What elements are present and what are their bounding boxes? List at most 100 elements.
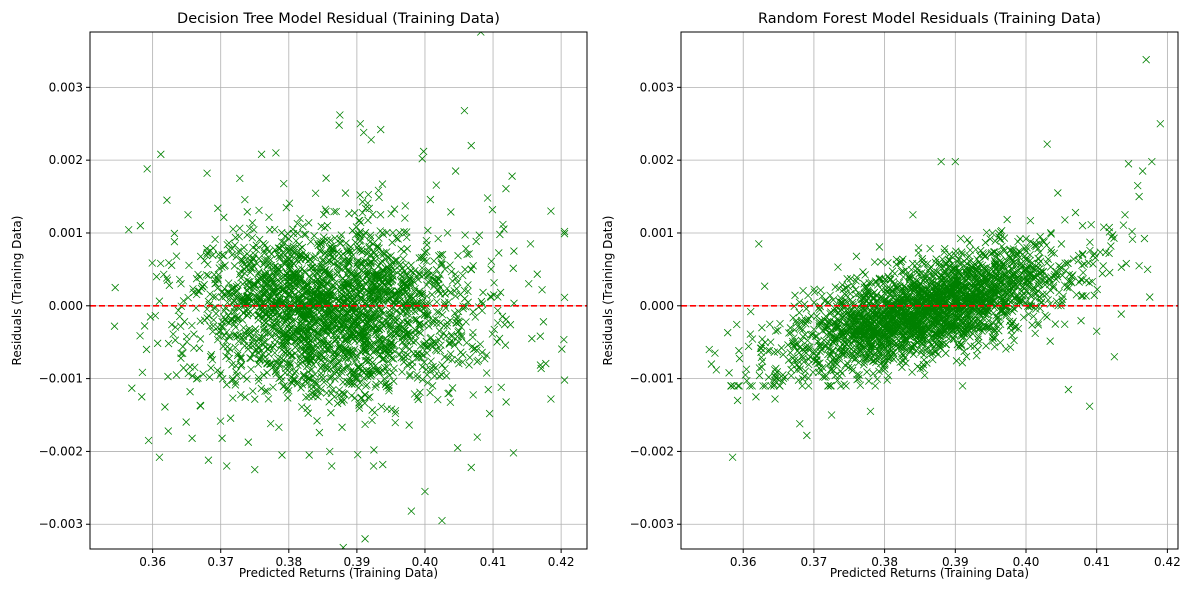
data-point (454, 307, 463, 316)
data-point (343, 378, 351, 386)
data-point (1000, 298, 1009, 307)
data-point (926, 244, 934, 253)
data-point (271, 367, 280, 376)
data-point (473, 357, 481, 366)
data-point (448, 355, 456, 364)
data-point (368, 416, 376, 425)
data-point (847, 363, 856, 372)
data-point (332, 207, 341, 216)
data-point (405, 372, 414, 380)
data-point (387, 265, 396, 274)
data-point (332, 350, 340, 359)
data-point (996, 338, 1005, 347)
data-point (787, 371, 796, 380)
data-point (246, 328, 255, 337)
data-point (279, 259, 288, 267)
data-point (331, 234, 339, 242)
data-point (827, 381, 835, 390)
data-point (841, 361, 849, 369)
data-point (999, 284, 1007, 293)
data-point (909, 350, 918, 359)
data-point (321, 223, 329, 232)
data-point (435, 327, 444, 335)
data-point (479, 288, 487, 297)
data-point (422, 281, 431, 289)
data-point (471, 313, 480, 321)
data-point (1017, 263, 1026, 271)
data-point (212, 309, 220, 318)
x-tick-label: 0.40 (412, 555, 439, 569)
data-point (433, 395, 442, 404)
data-point (382, 382, 391, 391)
data-point (438, 516, 446, 525)
data-point (950, 331, 959, 340)
data-point (464, 281, 472, 289)
data-point (386, 287, 395, 296)
data-point (250, 395, 259, 403)
data-point (494, 319, 502, 327)
data-point (288, 278, 297, 287)
data-point (1078, 250, 1087, 258)
data-point (1064, 385, 1073, 394)
data-point (192, 290, 201, 299)
data-point (416, 290, 425, 299)
data-point (353, 450, 362, 459)
data-point (436, 271, 444, 279)
data-point (1049, 283, 1058, 292)
data-point (371, 257, 380, 265)
data-point (1053, 273, 1062, 281)
data-point (359, 346, 368, 355)
data-point (711, 349, 719, 357)
data-point (404, 351, 412, 359)
data-point (761, 382, 770, 390)
data-point (261, 387, 269, 396)
data-point (560, 335, 568, 344)
data-point (333, 368, 341, 376)
data-point (245, 331, 253, 339)
data-point (231, 381, 240, 389)
data-point (232, 368, 240, 376)
data-point (327, 462, 336, 470)
data-point (305, 359, 313, 368)
data-point (373, 286, 382, 295)
data-point (257, 273, 265, 282)
data-point (225, 354, 234, 363)
data-point (902, 287, 911, 296)
data-point (799, 325, 807, 334)
data-point (352, 289, 361, 298)
data-point (223, 240, 232, 249)
data-point (275, 361, 284, 370)
data-point (390, 316, 398, 325)
data-point (366, 317, 375, 326)
data-point (431, 345, 440, 354)
data-point (261, 257, 269, 266)
data-point (291, 369, 299, 377)
data-point (920, 371, 929, 380)
data-point (757, 348, 765, 357)
data-point (312, 378, 320, 387)
data-point (236, 246, 245, 255)
data-point (419, 341, 428, 349)
data-point (772, 364, 780, 373)
data-point (881, 328, 889, 337)
data-point (786, 348, 795, 357)
data-point (179, 297, 188, 305)
data-point (418, 289, 427, 298)
data-point (877, 292, 886, 301)
data-point (990, 342, 999, 351)
data-point (163, 196, 171, 204)
data-point (148, 259, 157, 267)
data-point (248, 350, 257, 358)
data-point (376, 249, 385, 258)
data-point (235, 270, 244, 279)
y-tick-label: 0.003 (49, 80, 83, 94)
data-point (339, 325, 348, 334)
data-point (705, 345, 714, 354)
data-point (265, 285, 273, 293)
data-point (1031, 273, 1040, 281)
data-point (286, 360, 294, 368)
data-point (1029, 312, 1038, 321)
data-point (284, 386, 293, 395)
data-point (444, 298, 453, 306)
data-point (345, 347, 354, 356)
